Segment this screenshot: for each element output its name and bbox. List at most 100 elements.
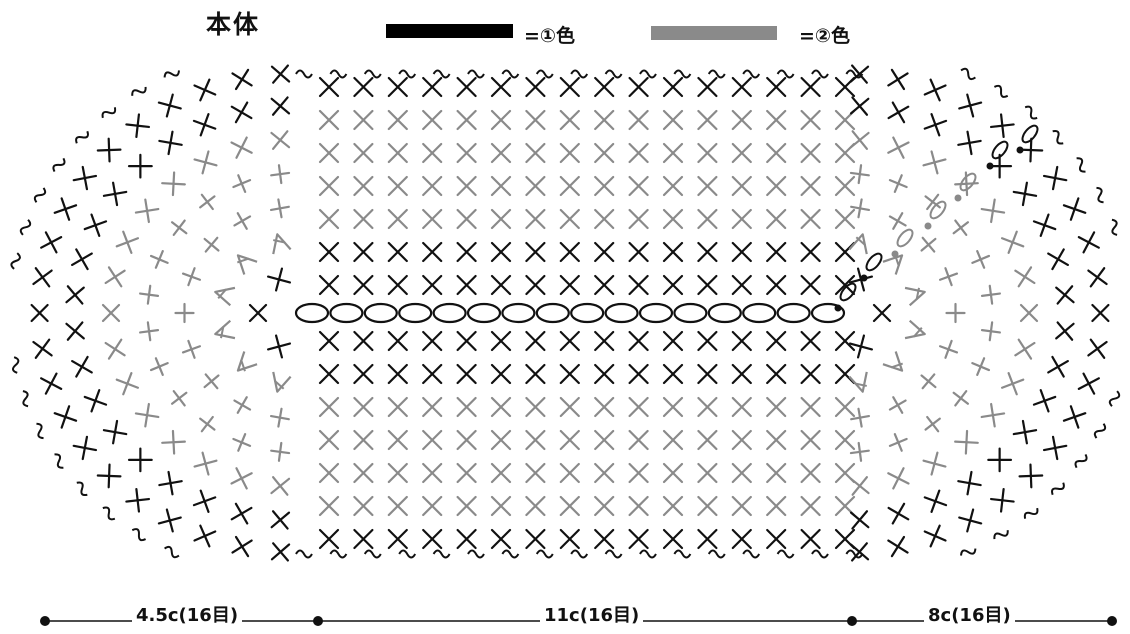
sc-stitch-plus: [849, 164, 870, 185]
slip-stitch-dot: [1016, 146, 1024, 154]
sc-stitch: [353, 175, 374, 197]
sc-stitch: [318, 495, 340, 517]
chain-wave: [22, 390, 29, 408]
sc-stitch-plus: [233, 212, 252, 230]
sc-stitch: [697, 142, 718, 164]
sc-stitch: [958, 508, 983, 533]
sc-stitch-plus: [199, 193, 216, 211]
sc-stitch: [731, 175, 752, 197]
sc-stitch: [922, 150, 947, 175]
sc-stitch: [887, 502, 910, 525]
legend-swatch-color1: [386, 24, 513, 38]
sc-stitch-plus: [203, 236, 220, 253]
sc-stitch-plus: [888, 432, 908, 452]
chain-wave: [1096, 186, 1104, 204]
sc-stitch-plus: [170, 219, 188, 236]
dimension-label-center: 11c(16目): [540, 607, 644, 625]
sc-stitch: [318, 363, 340, 385]
slip-stitch-dot: [924, 222, 932, 230]
sc-stitch: [318, 241, 340, 263]
straight-rows: [318, 76, 856, 550]
sc-stitch: [115, 230, 140, 254]
chain-wave: [811, 549, 829, 559]
sc-stitch: [157, 93, 182, 118]
sc-stitch: [456, 396, 477, 418]
chain-wave: [75, 130, 89, 144]
sc-stitch: [104, 338, 126, 360]
sc-stitch: [848, 334, 874, 359]
sc-stitch: [697, 528, 718, 550]
sc-stitch: [353, 274, 374, 296]
sc-stitch: [1091, 303, 1110, 323]
sc-stitch: [731, 429, 752, 451]
sc-stitch: [71, 248, 93, 271]
sc-stitch: [456, 462, 477, 484]
sc-stitch: [387, 274, 408, 296]
sc-stitch: [662, 495, 684, 517]
sc-stitch: [1047, 248, 1069, 271]
sc-stitch: [766, 208, 787, 230]
sc-stitch: [422, 396, 443, 418]
sc-stitch: [697, 274, 718, 296]
sc-stitch: [987, 447, 1013, 473]
sc-stitch: [887, 467, 910, 490]
sc-stitch: [387, 142, 408, 164]
chain-wave: [363, 549, 382, 559]
sc-stitch: [800, 175, 821, 197]
sc-stitch: [490, 274, 512, 296]
sc-stitch-plus: [850, 407, 871, 428]
slip-stitch-dot: [860, 274, 868, 282]
sc-stitch: [628, 330, 649, 352]
sc-stitch: [266, 267, 292, 292]
sc-stitch: [849, 542, 870, 562]
sc-stitch: [800, 76, 821, 98]
chain-wave: [639, 549, 657, 559]
sc-stitch: [628, 429, 649, 451]
sc-stitch: [456, 142, 477, 164]
sc-stitch: [731, 462, 752, 484]
sc-stitch-plus: [888, 212, 907, 230]
chain-wave: [432, 69, 451, 79]
sc-stitch: [954, 429, 979, 455]
sc-stitch: [834, 330, 856, 352]
sc-stitch: [887, 535, 909, 558]
chain-stitch: [329, 302, 364, 324]
sc-stitch: [628, 142, 649, 164]
sc-stitch: [731, 208, 752, 230]
sc-stitch: [102, 181, 128, 207]
increase-stitch: [214, 319, 236, 340]
chain-wave: [1052, 129, 1064, 145]
chain-wave: [363, 69, 382, 79]
sc-stitch: [834, 175, 856, 197]
sc-stitch: [594, 528, 615, 550]
sc-stitch: [353, 76, 374, 98]
chain-wave: [960, 67, 976, 81]
sc-stitch: [40, 231, 63, 254]
sc-stitch: [697, 495, 718, 517]
sc-stitch-plus: [139, 284, 160, 305]
sc-stitch-plus: [270, 164, 291, 185]
sc-stitch: [193, 78, 217, 102]
sc-stitch: [115, 372, 140, 396]
sc-stitch: [766, 175, 787, 197]
chain-stitch: [604, 302, 639, 324]
chain-stitch: [501, 302, 536, 324]
sc-stitch: [490, 76, 512, 98]
sc-stitch: [628, 462, 649, 484]
sc-stitch: [353, 462, 374, 484]
sc-stitch: [887, 136, 910, 159]
sc-stitch-plus: [980, 284, 1001, 305]
sc-stitch: [387, 363, 408, 385]
sc-stitch: [731, 142, 752, 164]
left-curved-end: [10, 64, 292, 562]
sc-stitch: [594, 76, 615, 98]
increase-stitch: [848, 233, 868, 255]
sc-stitch: [697, 208, 718, 230]
sc-stitch: [490, 109, 512, 131]
sc-stitch: [456, 175, 477, 197]
sc-stitch: [1012, 419, 1038, 445]
chain-wave: [604, 69, 623, 79]
sc-stitch: [849, 476, 870, 496]
sc-stitch: [594, 175, 615, 197]
chain-stitch: [570, 302, 605, 324]
